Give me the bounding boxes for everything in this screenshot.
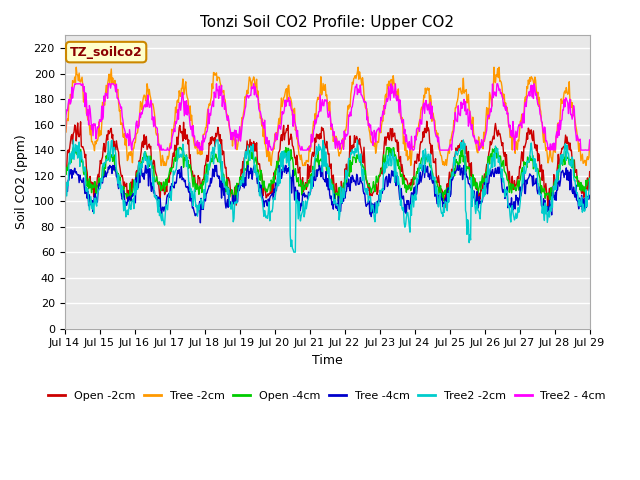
Legend: Open -2cm, Tree -2cm, Open -4cm, Tree -4cm, Tree2 -2cm, Tree2 - 4cm: Open -2cm, Tree -2cm, Open -4cm, Tree -4… (44, 386, 611, 405)
Text: TZ_soilco2: TZ_soilco2 (70, 46, 143, 59)
Y-axis label: Soil CO2 (ppm): Soil CO2 (ppm) (15, 134, 28, 229)
X-axis label: Time: Time (312, 354, 342, 367)
Title: Tonzi Soil CO2 Profile: Upper CO2: Tonzi Soil CO2 Profile: Upper CO2 (200, 15, 454, 30)
